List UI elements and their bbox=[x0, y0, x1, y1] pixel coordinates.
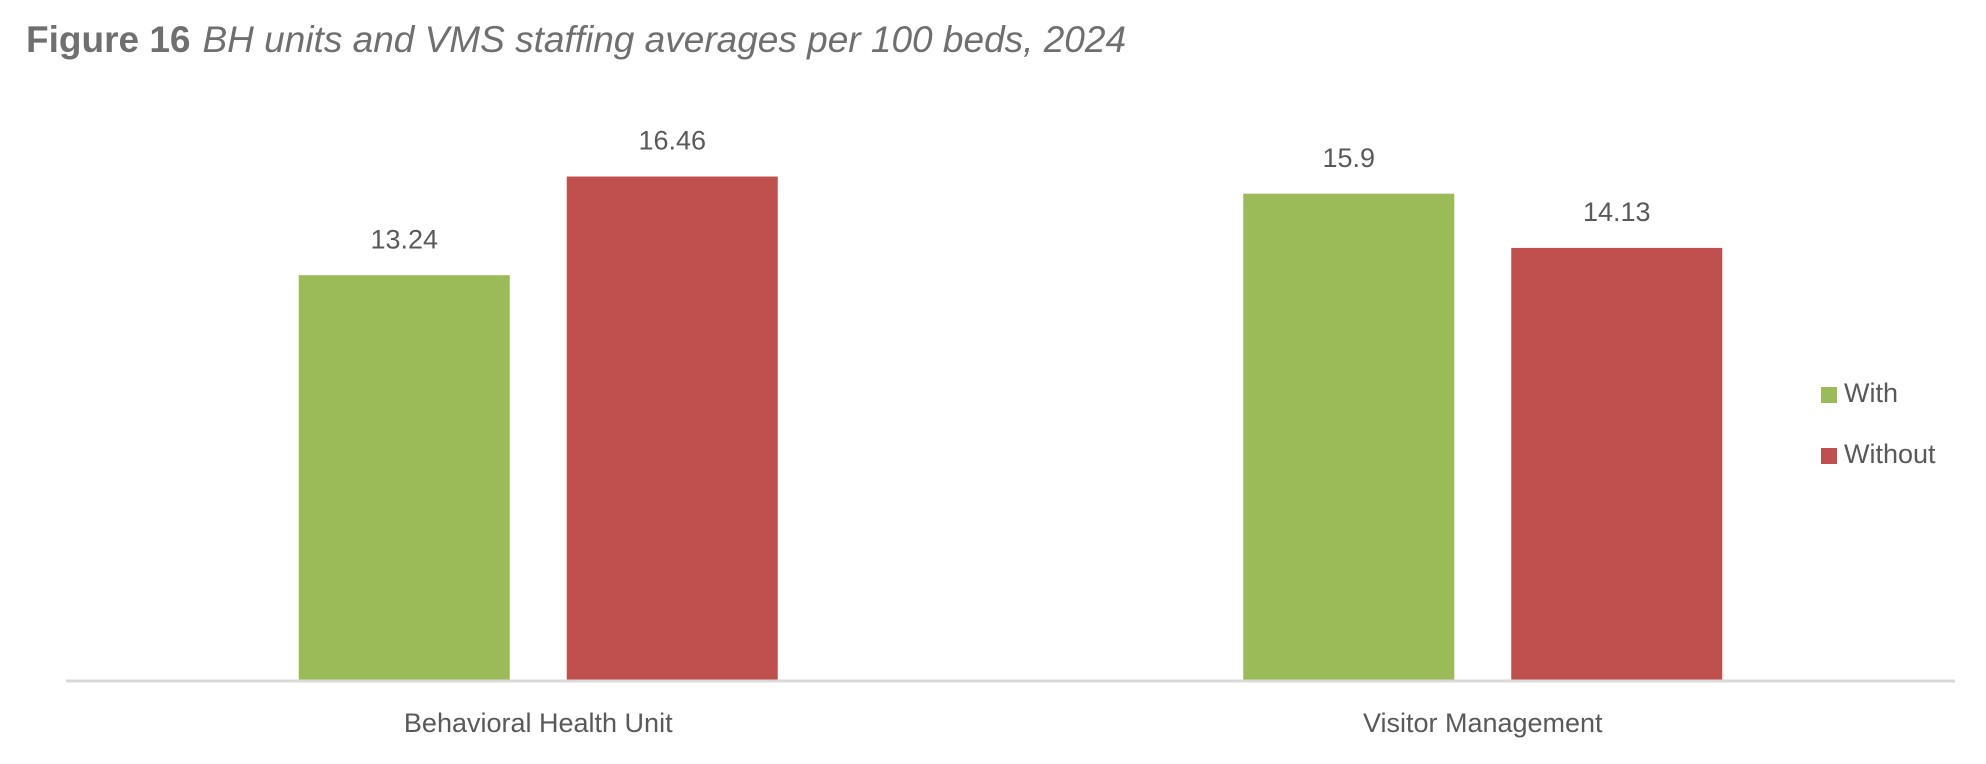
x-tick-label: Behavioral Health Unit bbox=[404, 708, 673, 738]
data-label: 15.9 bbox=[1322, 143, 1375, 173]
legend-label: Without bbox=[1844, 439, 1936, 469]
legend-swatch bbox=[1821, 448, 1837, 464]
figure-label: Figure 16 bbox=[26, 19, 191, 60]
title-text: BH units and VMS staffing averages per 1… bbox=[203, 19, 1127, 60]
bar bbox=[298, 275, 510, 681]
data-label: 14.13 bbox=[1583, 197, 1651, 227]
bar bbox=[566, 176, 778, 681]
legend-label: With bbox=[1844, 378, 1898, 408]
bar bbox=[1243, 193, 1455, 682]
data-label: 13.24 bbox=[370, 224, 438, 254]
x-tick-label: Visitor Management bbox=[1363, 708, 1603, 738]
legend-swatch bbox=[1821, 387, 1837, 403]
data-label: 16.46 bbox=[638, 126, 706, 156]
bar bbox=[1511, 247, 1723, 681]
chart-title: Figure 16 BH units and VMS staffing avera… bbox=[26, 19, 1126, 60]
